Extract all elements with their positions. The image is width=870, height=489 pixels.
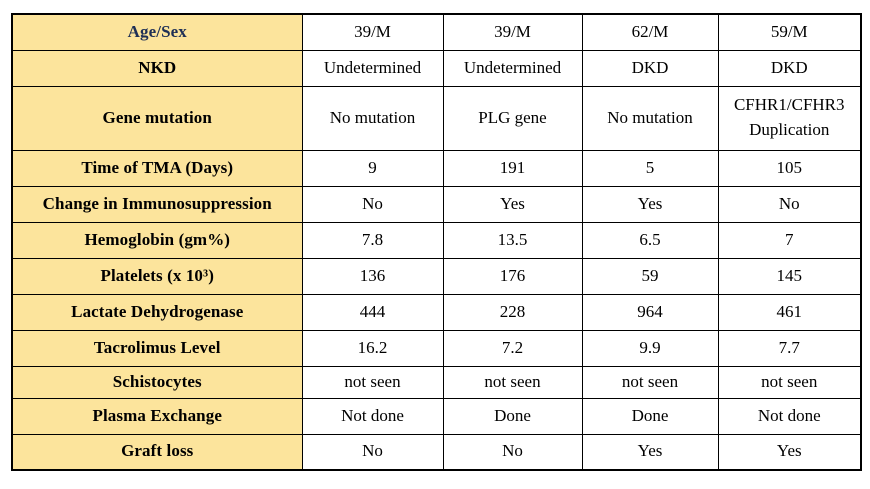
row-label-tacrolimus-level: Tacrolimus Level — [11, 329, 303, 367]
table-row-tacrolimus-level: Tacrolimus Level 16.2 7.2 9.9 7.7 — [11, 329, 862, 367]
value-cell-plasma-exchange-patient-3: Done — [581, 397, 719, 435]
value-cell-plasma-exchange-patient-1: Not done — [301, 397, 444, 435]
value-cell-tacrolimus-level-patient-2: 7.2 — [442, 329, 583, 367]
row-label-lactate-dehydrogenase: Lactate Dehydrogenase — [11, 293, 303, 331]
row-label-plasma-exchange: Plasma Exchange — [11, 397, 303, 435]
patient-case-table: Age/Sex 39/M 39/M 62/M 59/M NKD Undetermined Un… — [11, 13, 862, 471]
value-cell-tacrolimus-level-patient-1: 16.2 — [301, 329, 444, 367]
row-label-hemoglobin-gm: Hemoglobin (gm%) — [11, 221, 303, 259]
value-cell-age-sex-patient-2: 39/M — [442, 13, 583, 51]
table-row-lactate-dehydrogenase: Lactate Dehydrogenase 444 228 964 461 — [11, 293, 862, 331]
table-row-graft-loss: Graft loss No No Yes Yes — [11, 433, 862, 471]
value-cell-platelets-x-10-patient-3: 59 — [581, 257, 719, 295]
row-label-time-of-tma-days: Time of TMA (Days) — [11, 149, 303, 187]
row-label-platelets-x-10: Platelets (x 10³) — [11, 257, 303, 295]
row-label-graft-loss: Graft loss — [11, 433, 303, 471]
value-cell-hemoglobin-gm-patient-2: 13.5 — [442, 221, 583, 259]
table-row-schistocytes: Schistocytes not seen not seen not seen not … — [11, 365, 862, 399]
value-cell-lactate-dehydrogenase-patient-1: 444 — [301, 293, 444, 331]
value-cell-hemoglobin-gm-patient-3: 6.5 — [581, 221, 719, 259]
value-cell-lactate-dehydrogenase-patient-4: 461 — [717, 293, 862, 331]
value-cell-time-of-tma-days-patient-3: 5 — [581, 149, 719, 187]
value-cell-time-of-tma-days-patient-1: 9 — [301, 149, 444, 187]
value-cell-gene-mutation-patient-1: No mutation — [301, 85, 444, 151]
value-cell-nkd-patient-2: Undetermined — [442, 49, 583, 87]
value-cell-platelets-x-10-patient-1: 136 — [301, 257, 444, 295]
value-cell-schistocytes-patient-3: not seen — [581, 365, 719, 399]
row-label-age-sex: Age/Sex — [11, 13, 303, 51]
value-cell-tacrolimus-level-patient-4: 7.7 — [717, 329, 862, 367]
value-cell-age-sex-patient-3: 62/M — [581, 13, 719, 51]
value-cell-platelets-x-10-patient-2: 176 — [442, 257, 583, 295]
value-cell-schistocytes-patient-2: not seen — [442, 365, 583, 399]
value-cell-schistocytes-patient-1: not seen — [301, 365, 444, 399]
table-row-age-sex: Age/Sex 39/M 39/M 62/M 59/M — [11, 13, 862, 51]
table-row-time-of-tma-days: Time of TMA (Days) 9 191 5 105 — [11, 149, 862, 187]
value-cell-time-of-tma-days-patient-4: 105 — [717, 149, 862, 187]
table-row-change-in-immunosuppression: Change in Immunosuppression No Yes Yes No — [11, 185, 862, 223]
value-cell-age-sex-patient-4: 59/M — [717, 13, 862, 51]
value-cell-nkd-patient-4: DKD — [717, 49, 862, 87]
table-row-nkd: NKD Undetermined Undetermined DKD DKD — [11, 49, 862, 87]
row-label-schistocytes: Schistocytes — [11, 365, 303, 399]
value-cell-nkd-patient-3: DKD — [581, 49, 719, 87]
table-row-plasma-exchange: Plasma Exchange Not done Done Done Not done — [11, 397, 862, 435]
value-cell-graft-loss-patient-1: No — [301, 433, 444, 471]
value-cell-gene-mutation-patient-4: CFHR1/CFHR3 Duplication — [717, 85, 862, 151]
value-cell-age-sex-patient-1: 39/M — [301, 13, 444, 51]
table-row-gene-mutation: Gene mutation No mutation PLG gene No mutat… — [11, 85, 862, 151]
row-label-nkd: NKD — [11, 49, 303, 87]
value-cell-graft-loss-patient-2: No — [442, 433, 583, 471]
value-cell-gene-mutation-patient-3: No mutation — [581, 85, 719, 151]
value-cell-plasma-exchange-patient-4: Not done — [717, 397, 862, 435]
value-cell-change-in-immunosuppression-patient-3: Yes — [581, 185, 719, 223]
value-cell-graft-loss-patient-4: Yes — [717, 433, 862, 471]
value-cell-hemoglobin-gm-patient-1: 7.8 — [301, 221, 444, 259]
value-cell-nkd-patient-1: Undetermined — [301, 49, 444, 87]
table-row-platelets-x-10: Platelets (x 10³) 136 176 59 145 — [11, 257, 862, 295]
row-label-change-in-immunosuppression: Change in Immunosuppression — [11, 185, 303, 223]
value-cell-platelets-x-10-patient-4: 145 — [717, 257, 862, 295]
value-cell-hemoglobin-gm-patient-4: 7 — [717, 221, 862, 259]
value-cell-change-in-immunosuppression-patient-4: No — [717, 185, 862, 223]
value-cell-time-of-tma-days-patient-2: 191 — [442, 149, 583, 187]
table-row-hemoglobin-gm: Hemoglobin (gm%) 7.8 13.5 6.5 7 — [11, 221, 862, 259]
value-cell-change-in-immunosuppression-patient-2: Yes — [442, 185, 583, 223]
value-cell-gene-mutation-patient-2: PLG gene — [442, 85, 583, 151]
row-label-gene-mutation: Gene mutation — [11, 85, 303, 151]
value-cell-plasma-exchange-patient-2: Done — [442, 397, 583, 435]
value-cell-change-in-immunosuppression-patient-1: No — [301, 185, 444, 223]
value-cell-graft-loss-patient-3: Yes — [581, 433, 719, 471]
value-cell-lactate-dehydrogenase-patient-2: 228 — [442, 293, 583, 331]
value-cell-lactate-dehydrogenase-patient-3: 964 — [581, 293, 719, 331]
value-cell-schistocytes-patient-4: not seen — [717, 365, 862, 399]
case-table-body: Age/Sex 39/M 39/M 62/M 59/M NKD Undetermined Un… — [11, 13, 862, 471]
value-cell-tacrolimus-level-patient-3: 9.9 — [581, 329, 719, 367]
